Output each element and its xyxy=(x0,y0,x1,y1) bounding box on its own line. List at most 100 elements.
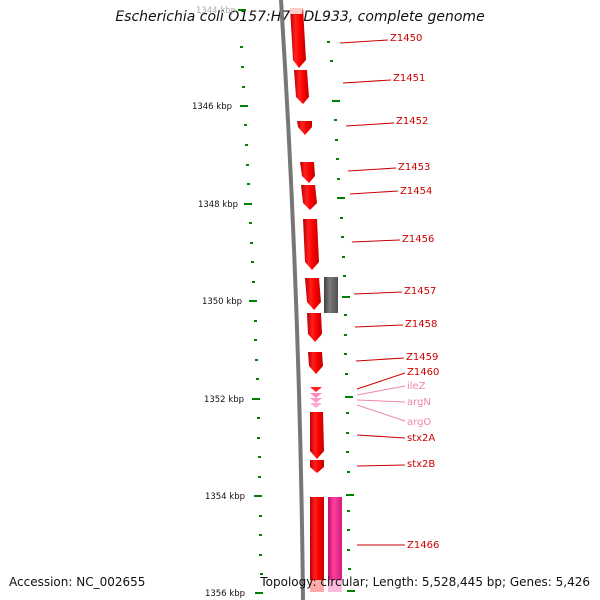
gene-label[interactable]: argN xyxy=(407,397,431,408)
gene-z1452[interactable] xyxy=(297,121,312,135)
gene-z1451[interactable] xyxy=(294,70,309,104)
gene-stx2a[interactable] xyxy=(310,412,324,459)
tick xyxy=(254,495,262,497)
grey-feature[interactable] xyxy=(324,277,338,313)
tick xyxy=(347,471,350,473)
tick xyxy=(336,158,339,160)
tick xyxy=(342,256,345,258)
leader-z1456 xyxy=(351,239,401,243)
leader-z1452 xyxy=(345,122,395,127)
right-ticks xyxy=(327,41,355,592)
tick xyxy=(254,339,257,341)
gene-label[interactable]: ileZ xyxy=(407,381,426,392)
gene-labels: Z1450 Z1451 Z1452 Z1453 Z1454 Z1456 Z145… xyxy=(390,33,439,551)
leader-z1457 xyxy=(353,291,403,295)
tick xyxy=(334,119,337,121)
kbp-label: 1352 kbp xyxy=(204,395,244,405)
tick xyxy=(348,568,351,570)
gene-stx2b[interactable] xyxy=(310,460,324,473)
gene-label[interactable]: Z1450 xyxy=(390,33,422,44)
tick xyxy=(240,46,243,48)
gene-label[interactable]: Z1466 xyxy=(407,540,439,551)
kbp-label: 1348 kbp xyxy=(198,200,238,210)
tick xyxy=(332,100,340,102)
trna-ilez[interactable] xyxy=(310,393,322,398)
leader-ilez xyxy=(356,385,406,396)
tick xyxy=(344,334,347,336)
gene-features xyxy=(290,8,342,592)
gene-label[interactable]: Z1456 xyxy=(402,234,434,245)
tick xyxy=(255,592,263,594)
tick xyxy=(335,139,338,141)
leader-stx2a xyxy=(356,434,406,439)
tick xyxy=(347,549,350,551)
tick xyxy=(257,417,260,419)
tick xyxy=(343,275,346,277)
kbp-label: 1354 kbp xyxy=(205,492,245,502)
tick xyxy=(252,281,255,283)
tick xyxy=(249,222,252,224)
gene-z1457[interactable] xyxy=(305,278,321,310)
tick xyxy=(254,320,257,322)
gene-z1450[interactable] xyxy=(290,8,306,68)
tick xyxy=(242,86,245,88)
tick xyxy=(257,437,260,439)
genome-backbone xyxy=(279,0,305,600)
gene-z1459[interactable] xyxy=(308,352,323,374)
leader-z1451 xyxy=(342,79,392,84)
gene-z1466-tail xyxy=(310,580,324,592)
gene-label[interactable]: Z1453 xyxy=(398,162,430,173)
gene-label[interactable]: stx2B xyxy=(407,459,435,470)
gene-z1458[interactable] xyxy=(307,313,322,342)
tick xyxy=(347,510,350,512)
gene-z1460[interactable] xyxy=(310,387,322,392)
tick xyxy=(346,494,354,496)
kbp-labels: 1344 kbp 1346 kbp 1348 kbp 1350 kbp 1352… xyxy=(192,6,245,599)
tick xyxy=(249,300,257,302)
gene-label[interactable]: argO xyxy=(407,417,431,428)
tick xyxy=(345,396,353,398)
tick xyxy=(337,178,340,180)
trna-argo[interactable] xyxy=(310,403,322,408)
leader-argn xyxy=(356,399,406,403)
gene-label[interactable]: Z1452 xyxy=(396,116,428,127)
tick xyxy=(245,144,248,146)
tick xyxy=(345,373,348,375)
genome-info-text: Topology: circular; Length: 5,528,445 bp… xyxy=(260,575,590,589)
gene-z1453[interactable] xyxy=(300,162,315,183)
tick xyxy=(255,359,258,361)
tick xyxy=(251,261,254,263)
tick xyxy=(244,124,247,126)
gene-label[interactable]: Z1457 xyxy=(404,286,436,297)
gene-label[interactable]: Z1458 xyxy=(405,319,437,330)
tick xyxy=(246,164,249,166)
gene-z1454[interactable] xyxy=(301,185,317,210)
tick xyxy=(252,398,260,400)
magenta-feature-tail xyxy=(328,580,342,592)
magenta-feature[interactable] xyxy=(328,497,342,592)
gene-z1456[interactable] xyxy=(303,219,319,270)
tick xyxy=(259,554,262,556)
tick xyxy=(330,60,333,62)
gene-label[interactable]: stx2A xyxy=(407,433,435,444)
tick xyxy=(327,41,330,43)
leader-z1453 xyxy=(347,167,397,172)
tick xyxy=(240,105,248,107)
leader-z1454 xyxy=(349,190,399,195)
gene-label[interactable]: Z1460 xyxy=(407,367,439,378)
gene-z1466[interactable] xyxy=(310,497,324,592)
tick xyxy=(346,412,349,414)
gene-label[interactable]: Z1454 xyxy=(400,186,432,197)
trna-argn[interactable] xyxy=(310,398,322,403)
gene-z1450-shade xyxy=(290,8,303,14)
tick xyxy=(337,197,345,199)
leader-stx2b xyxy=(356,464,406,467)
gene-label[interactable]: Z1451 xyxy=(393,73,425,84)
tick xyxy=(341,236,344,238)
gene-label[interactable]: Z1459 xyxy=(406,352,438,363)
leader-z1459 xyxy=(355,357,405,362)
kbp-label: 1344 kbp xyxy=(196,6,236,16)
tick xyxy=(244,203,252,205)
label-leaders xyxy=(339,39,406,546)
